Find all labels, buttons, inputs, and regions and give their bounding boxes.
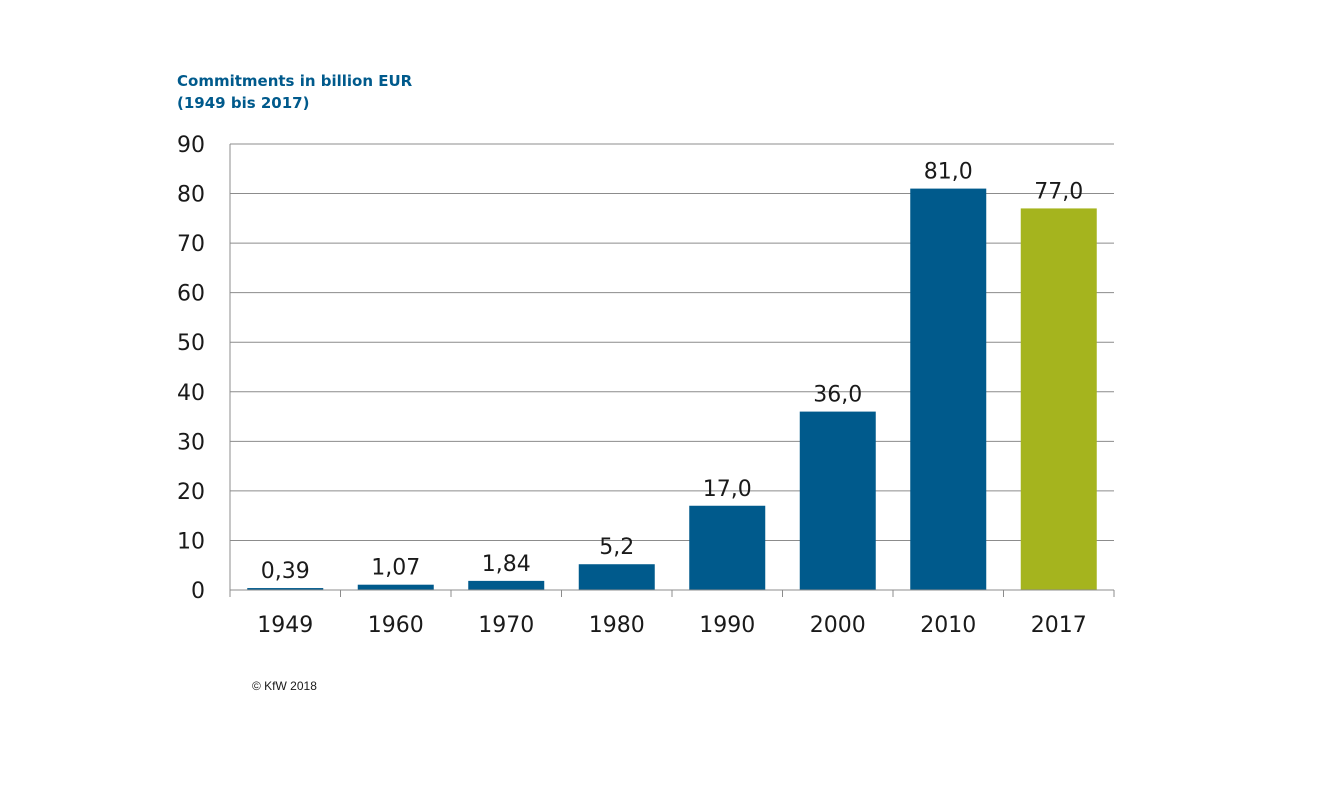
y-tick-label: 40 [177, 381, 205, 406]
x-tick-label: 1970 [478, 613, 534, 638]
data-label-1960: 1,07 [371, 556, 420, 581]
data-label-2017: 77,0 [1034, 179, 1083, 204]
y-tick-label: 30 [177, 430, 205, 455]
bar-1949 [247, 588, 324, 590]
bar-1980 [578, 564, 655, 590]
data-label-1949: 0,39 [261, 559, 310, 584]
data-label-1990: 17,0 [703, 477, 752, 502]
y-tick-label: 10 [177, 529, 205, 554]
bar-1990 [689, 505, 766, 590]
bar-2000 [799, 411, 876, 590]
y-tick-label: 0 [191, 579, 205, 604]
data-label-2000: 36,0 [813, 383, 862, 408]
x-tick-label: 2000 [810, 613, 866, 638]
bar-2010 [910, 188, 987, 590]
data-label-2010: 81,0 [924, 160, 973, 185]
data-label-1980: 5,2 [599, 535, 634, 560]
copyright-note: © KfW 2018 [252, 679, 317, 693]
y-tick-label: 20 [177, 480, 205, 505]
y-tick-label: 80 [177, 183, 205, 208]
x-tick-label: 2017 [1031, 613, 1087, 638]
chart-title-block: Commitments in billion EUR (1949 bis 201… [177, 70, 412, 114]
bar-2017 [1020, 208, 1097, 590]
bars [247, 188, 1097, 590]
axes: 0 10 20 30 40 50 60 70 80 90 1949 1960 1970 1980 1990 2… [177, 133, 1115, 638]
x-tick-label: 1960 [368, 613, 424, 638]
data-labels: 0,39 1,07 1,84 5,2 17,0 36,0 81,0 77,0 [261, 160, 1083, 584]
x-tick-label: 2010 [920, 613, 976, 638]
y-tick-label: 50 [177, 331, 205, 356]
y-tick-label: 90 [177, 133, 205, 158]
data-label-1970: 1,84 [482, 552, 531, 577]
chart-title: Commitments in billion EUR [177, 72, 413, 90]
chart-subtitle: (1949 bis 2017) [177, 94, 310, 112]
y-tick-label: 60 [177, 282, 205, 307]
bar-1960 [357, 584, 434, 590]
x-tick-label: 1990 [699, 613, 755, 638]
x-tick-label: 1949 [257, 613, 313, 638]
x-tick-label: 1980 [589, 613, 645, 638]
y-tick-label: 70 [177, 232, 205, 257]
bar-1970 [468, 580, 545, 590]
